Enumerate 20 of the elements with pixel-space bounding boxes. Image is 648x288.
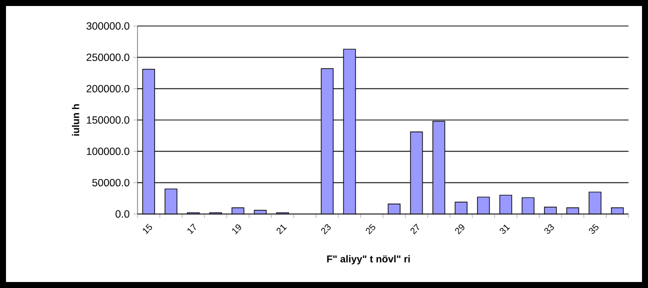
- y-tick-label: 300000.0: [86, 22, 130, 30]
- y-axis-title: iulun h: [72, 104, 80, 136]
- y-tick-label: 250000.0: [86, 54, 130, 62]
- y-tick-label: 0.0: [116, 210, 130, 218]
- x-tick-label: 27: [410, 224, 420, 234]
- x-tick-label: 31: [500, 224, 510, 234]
- x-tick-label: 23: [321, 224, 331, 234]
- x-tick-label: 19: [232, 224, 242, 234]
- x-tick-label: 21: [276, 224, 287, 234]
- y-tick-label: 50000.0: [92, 178, 130, 186]
- x-tick-label: 17: [188, 224, 196, 234]
- y-tick-label: 100000.0: [86, 148, 130, 156]
- x-tick-label: 35: [589, 224, 598, 234]
- y-tick-label: 200000.0: [86, 84, 130, 92]
- x-axis-title: F" aliyy" t növl" ri: [327, 255, 410, 264]
- x-tick-label: 33: [544, 224, 554, 234]
- x-tick-label: 29: [455, 224, 464, 234]
- x-tick-label: 15: [142, 224, 152, 234]
- y-tick-label: 150000.0: [86, 116, 130, 124]
- x-tick-label: 25: [366, 224, 376, 234]
